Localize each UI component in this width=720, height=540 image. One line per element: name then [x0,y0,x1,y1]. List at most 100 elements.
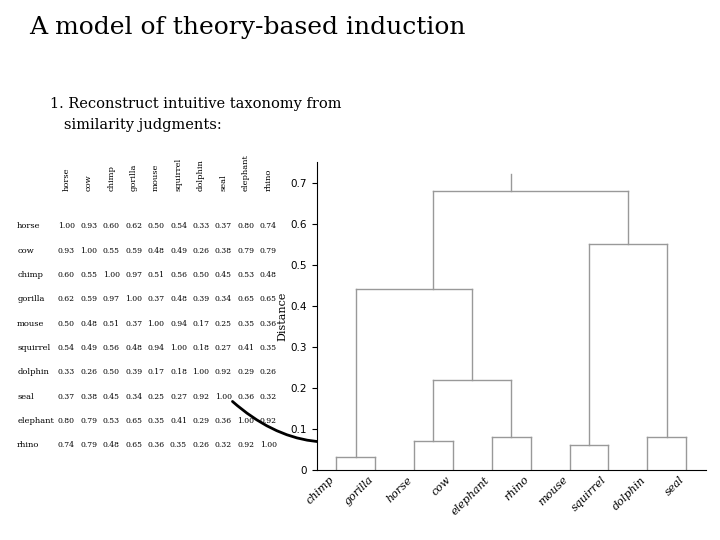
Text: 1.00: 1.00 [215,393,232,401]
Text: 0.51: 0.51 [148,271,165,279]
Text: 0.27: 0.27 [170,393,187,401]
Text: 1.00: 1.00 [192,368,210,376]
Text: 0.25: 0.25 [215,320,232,328]
Text: 0.55: 0.55 [81,271,97,279]
Text: 0.79: 0.79 [238,247,254,255]
Text: seal: seal [220,174,228,191]
Text: 0.37: 0.37 [58,393,75,401]
Text: 0.35: 0.35 [260,344,277,352]
Text: gorilla: gorilla [130,163,138,191]
Text: 0.60: 0.60 [58,271,75,279]
Text: 0.49: 0.49 [170,247,187,255]
Text: 0.51: 0.51 [103,320,120,328]
Text: 0.94: 0.94 [170,320,187,328]
Text: 0.29: 0.29 [192,417,210,425]
Text: 0.59: 0.59 [81,295,97,303]
Text: 0.37: 0.37 [215,222,232,230]
Text: 0.37: 0.37 [125,320,143,328]
Text: 0.54: 0.54 [58,344,75,352]
Text: 0.65: 0.65 [260,295,276,303]
Text: 0.26: 0.26 [81,368,97,376]
Text: mouse: mouse [152,163,160,191]
Text: 0.56: 0.56 [103,344,120,352]
Text: chimp: chimp [107,165,115,191]
Text: 0.38: 0.38 [80,393,97,401]
Text: 0.74: 0.74 [260,222,276,230]
Text: 0.50: 0.50 [148,222,165,230]
Text: 0.36: 0.36 [260,320,277,328]
Text: 0.17: 0.17 [148,368,165,376]
Text: 0.74: 0.74 [58,441,75,449]
Text: 1.00: 1.00 [103,271,120,279]
Text: 1.00: 1.00 [260,441,276,449]
Text: 0.26: 0.26 [260,368,276,376]
Text: 0.60: 0.60 [103,222,120,230]
Text: 0.53: 0.53 [238,271,254,279]
Text: gorilla: gorilla [17,295,45,303]
Text: 0.26: 0.26 [192,247,210,255]
Text: 0.36: 0.36 [215,417,232,425]
Text: 0.41: 0.41 [238,344,254,352]
Text: seal: seal [17,393,34,401]
Text: 0.92: 0.92 [260,417,276,425]
Text: mouse: mouse [17,320,45,328]
Text: 0.39: 0.39 [192,295,210,303]
Text: 0.18: 0.18 [192,344,210,352]
Text: 0.45: 0.45 [215,271,232,279]
Text: 1.00: 1.00 [125,295,142,303]
Text: elephant: elephant [17,417,54,425]
Text: horse: horse [17,222,40,230]
Text: 0.41: 0.41 [170,417,187,425]
Text: 0.35: 0.35 [170,441,187,449]
Text: 0.27: 0.27 [215,344,232,352]
Text: 0.48: 0.48 [260,271,276,279]
Text: 0.93: 0.93 [58,247,75,255]
Text: 0.32: 0.32 [260,393,277,401]
Text: 0.39: 0.39 [125,368,143,376]
Text: 0.48: 0.48 [81,320,97,328]
Text: rhino: rhino [264,168,272,191]
Text: 0.26: 0.26 [192,441,210,449]
Text: 1.00: 1.00 [238,417,254,425]
Text: 0.48: 0.48 [170,295,187,303]
Text: 0.65: 0.65 [125,441,142,449]
Text: A model of theory-based induction: A model of theory-based induction [29,16,465,39]
Text: 0.29: 0.29 [238,368,254,376]
Text: 0.80: 0.80 [238,222,254,230]
Text: chimp: chimp [17,271,43,279]
Text: 0.79: 0.79 [260,247,276,255]
Text: elephant: elephant [242,154,250,191]
Text: 0.50: 0.50 [192,271,210,279]
Text: 0.55: 0.55 [103,247,120,255]
Text: 1.00: 1.00 [81,247,97,255]
Text: 0.36: 0.36 [148,441,165,449]
Text: 0.97: 0.97 [125,271,142,279]
Y-axis label: Distance: Distance [278,291,288,341]
Text: dolphin: dolphin [17,368,49,376]
Text: 0.62: 0.62 [125,222,142,230]
Text: 0.35: 0.35 [148,417,165,425]
Text: 1.00: 1.00 [148,320,165,328]
Text: cow: cow [17,247,34,255]
Text: 0.25: 0.25 [148,393,165,401]
Text: 0.50: 0.50 [103,368,120,376]
Text: 0.65: 0.65 [125,417,142,425]
Text: 0.62: 0.62 [58,295,75,303]
Text: dolphin: dolphin [197,159,205,191]
Text: 1.00: 1.00 [170,344,187,352]
Text: cow: cow [85,174,93,191]
Text: 0.93: 0.93 [80,222,97,230]
Text: rhino: rhino [17,441,40,449]
Text: 0.79: 0.79 [81,441,97,449]
Text: 0.92: 0.92 [238,441,254,449]
Text: 0.48: 0.48 [103,441,120,449]
Text: 0.54: 0.54 [170,222,187,230]
Text: 0.45: 0.45 [103,393,120,401]
Text: 1.00: 1.00 [58,222,75,230]
Text: 0.34: 0.34 [125,393,143,401]
Text: 0.48: 0.48 [148,247,165,255]
Text: 0.49: 0.49 [81,344,97,352]
Text: horse: horse [63,167,71,191]
Text: 0.53: 0.53 [103,417,120,425]
Text: 0.38: 0.38 [215,247,232,255]
